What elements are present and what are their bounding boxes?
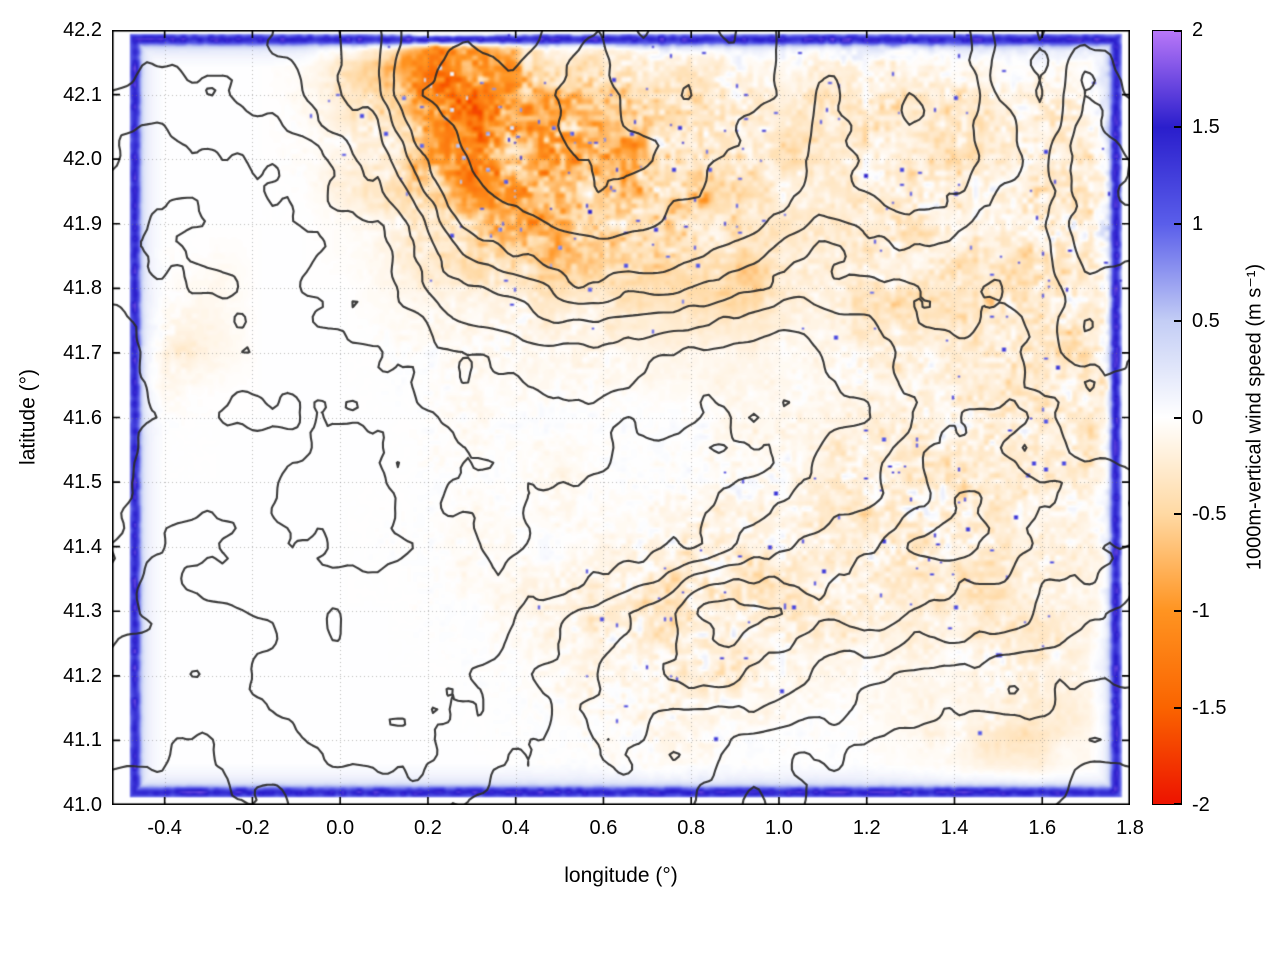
colorbar-tick-mark <box>1174 610 1181 613</box>
x-tick-label: 1.0 <box>765 817 793 839</box>
y-tick-label: 41.7 <box>63 341 102 364</box>
x-tick-label: 1.6 <box>1028 817 1057 839</box>
y-tick-label: 41.4 <box>63 535 102 558</box>
colorbar-tick-mark <box>1174 125 1181 128</box>
x-tick-label: 1.2 <box>852 817 881 839</box>
y-tick-label: 41.6 <box>63 406 102 429</box>
x-tick-label: 0.2 <box>414 817 442 839</box>
colorbar-tick-label: 1 <box>1192 212 1204 235</box>
colorbar-tick-label: -0.5 <box>1192 503 1227 526</box>
colorbar-tick-mark <box>1174 319 1181 322</box>
colorbar-tick-label: 0 <box>1192 406 1204 429</box>
x-tick-label: 0.8 <box>677 817 706 839</box>
colorbar-tick-mark <box>1174 803 1181 805</box>
y-tick-label: 41.8 <box>63 277 102 300</box>
x-tick-label: 0.6 <box>589 817 618 839</box>
y-axis-title: latitude (°) <box>16 369 40 465</box>
y-tick-label: 41.1 <box>63 729 102 752</box>
colorbar-tick-mark <box>1174 707 1181 710</box>
y-tick-label: 41.9 <box>63 212 102 235</box>
y-tick-label: 41.0 <box>63 794 102 816</box>
colorbar-tick-mark <box>1174 222 1181 225</box>
y-tick-label: 42.1 <box>63 83 102 106</box>
x-tick-label: -0.2 <box>235 817 270 839</box>
colorbar-tick-mark <box>1174 513 1181 516</box>
colorbar-tick-label: -2 <box>1192 794 1210 816</box>
x-tick-label: 0.0 <box>326 817 355 839</box>
colorbar-tick-label: -1 <box>1192 600 1210 623</box>
x-tick-label: -0.4 <box>147 817 182 839</box>
x-tick-label: 1.8 <box>1116 817 1144 839</box>
x-tick-label: 1.4 <box>940 817 969 839</box>
y-tick-label: 41.5 <box>63 471 102 494</box>
y-tick-label: 41.3 <box>63 600 102 623</box>
x-tick-label: 0.4 <box>501 817 530 839</box>
heatmap-plot-canvas <box>112 30 1130 805</box>
y-tick-label: 41.2 <box>63 664 102 687</box>
y-tick-label: 42.2 <box>63 19 102 41</box>
colorbar-title: 1000m-vertical wind speed (m s⁻¹) <box>1243 263 1266 571</box>
y-tick-label: 42.0 <box>63 148 102 171</box>
colorbar-tick-label: -1.5 <box>1192 697 1227 720</box>
x-axis-title: longitude (°) <box>564 864 678 887</box>
colorbar-tick-label: 2 <box>1192 19 1204 41</box>
colorbar-tick-mark <box>1174 416 1181 419</box>
colorbar-tick-label: 1.5 <box>1192 115 1220 138</box>
colorbar-tick-label: 0.5 <box>1192 309 1220 332</box>
colorbar-tick-mark <box>1174 30 1181 32</box>
